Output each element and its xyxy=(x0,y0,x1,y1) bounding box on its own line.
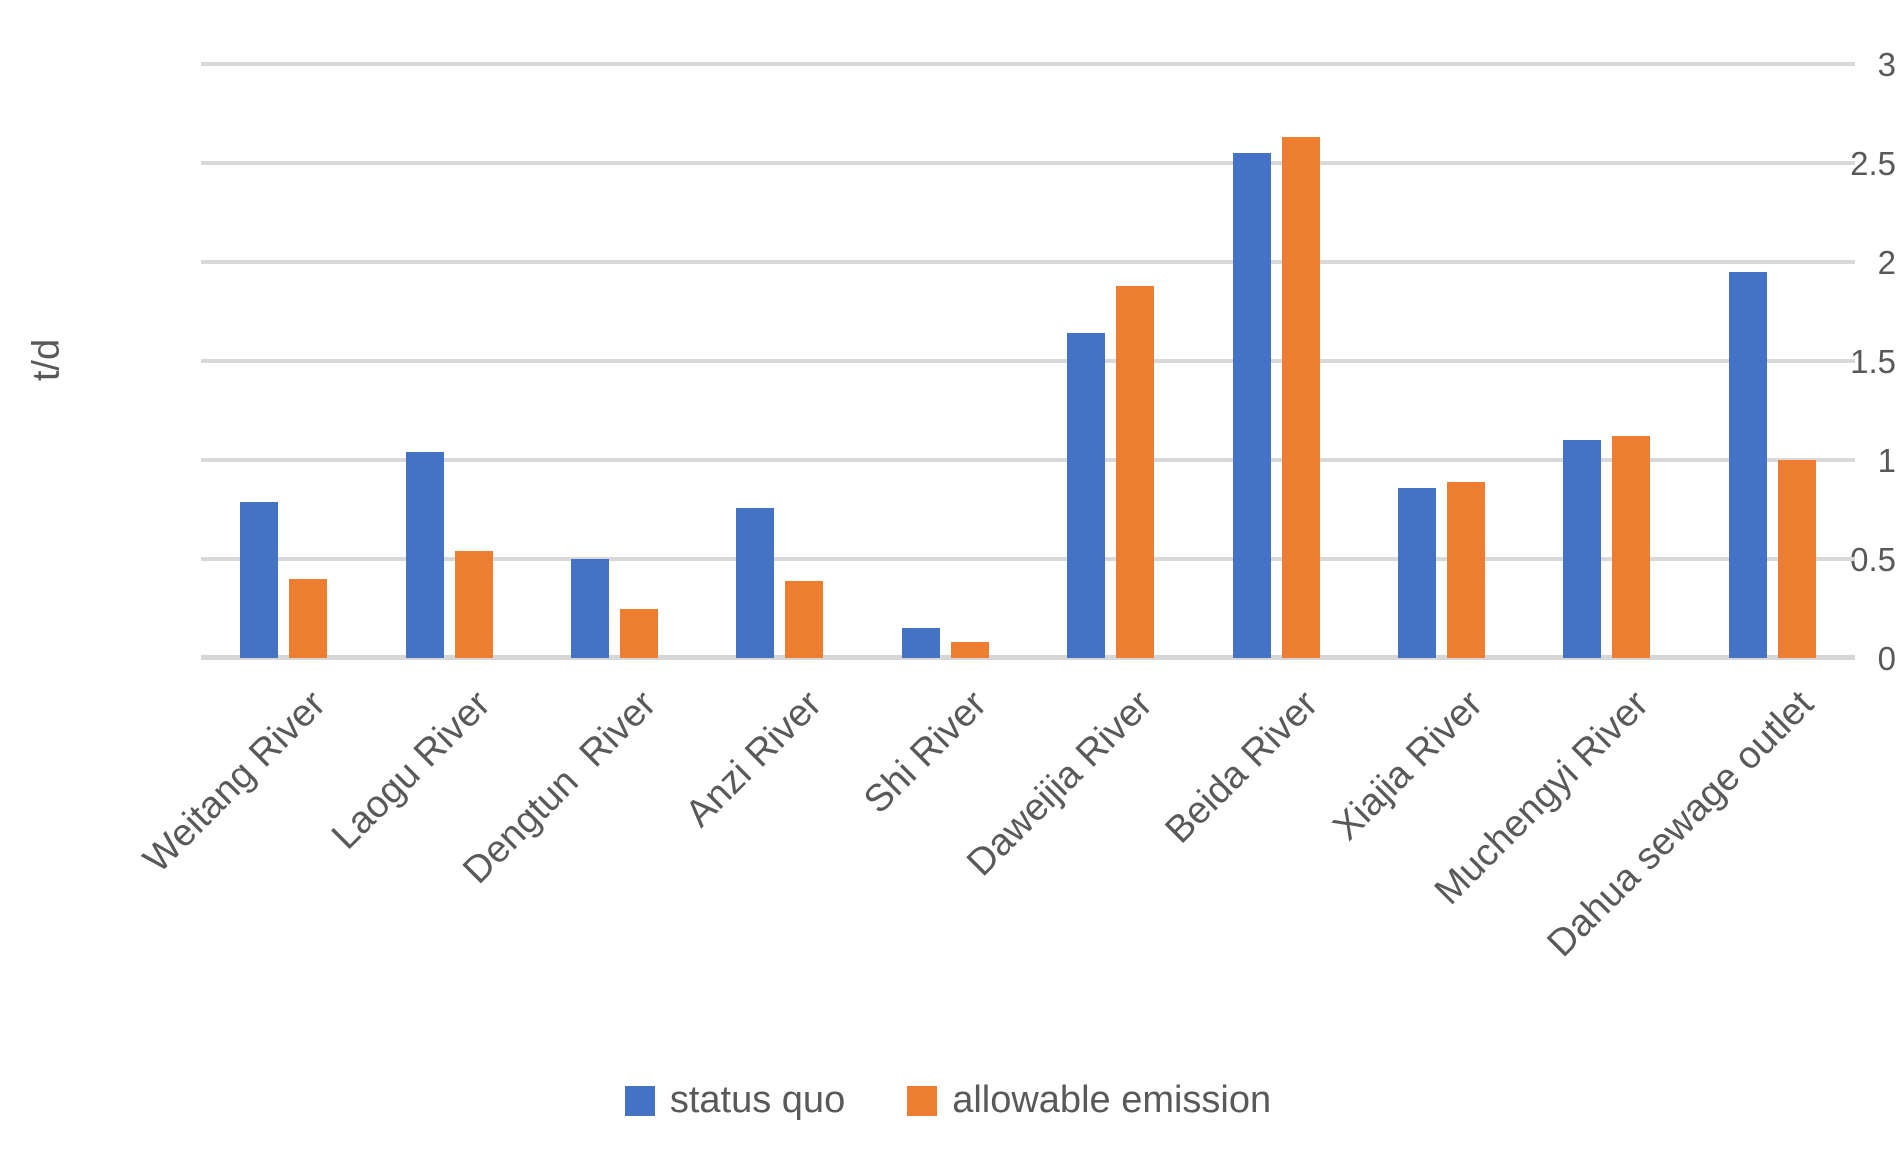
bar-allowable-emission xyxy=(1446,481,1485,658)
category-group xyxy=(1028,64,1193,658)
legend-item-allowable-emission: allowable emission xyxy=(907,1078,1271,1123)
category-group xyxy=(1524,64,1689,658)
gridline-y-0.5 xyxy=(201,557,1855,561)
bar-allowable-emission xyxy=(1116,285,1155,658)
bar-allowable-emission xyxy=(619,608,658,658)
y-tick-label: 3 xyxy=(1877,46,1896,83)
category-group xyxy=(863,64,1028,658)
y-tick-label: 2 xyxy=(1877,244,1896,281)
legend-item-status-quo: status quo xyxy=(624,1078,846,1123)
bar-status-quo xyxy=(901,628,940,658)
bar-allowable-emission xyxy=(1777,460,1816,658)
legend: status quo allowable emission xyxy=(0,1078,1896,1123)
x-category-label: Weitang River xyxy=(135,683,334,881)
bar-status-quo xyxy=(1563,440,1602,658)
gridline-y-1 xyxy=(201,458,1855,462)
y-tick-label: 0.5 xyxy=(1850,541,1896,578)
bar-allowable-emission xyxy=(1281,137,1320,658)
bar-allowable-emission xyxy=(785,580,824,658)
x-category-label: Laogu River xyxy=(324,683,499,858)
x-category-label: Beida River xyxy=(1157,683,1326,852)
gridline-y-2.5 xyxy=(201,161,1855,165)
y-tick-label: 1 xyxy=(1877,442,1896,479)
category-group xyxy=(1690,64,1855,658)
legend-swatch-allowable-emission xyxy=(907,1085,938,1116)
bar-allowable-emission xyxy=(950,642,989,658)
category-group xyxy=(1193,64,1358,658)
legend-label: status quo xyxy=(669,1079,846,1121)
y-tick-label: 0 xyxy=(1877,640,1896,677)
bar-status-quo xyxy=(570,559,609,658)
x-category-label: Xiajia River xyxy=(1325,683,1492,849)
x-category-label: Dahua sewage outlet xyxy=(1539,683,1823,966)
bar-status-quo xyxy=(736,507,775,658)
x-category-label: Shi River xyxy=(856,683,996,822)
bar-status-quo xyxy=(240,501,279,658)
bar-status-quo xyxy=(1232,153,1271,658)
category-group xyxy=(1359,64,1524,658)
gridline-y-0 xyxy=(201,655,1855,660)
bar-allowable-emission xyxy=(289,578,328,658)
bar-allowable-emission xyxy=(1612,436,1651,658)
x-category-label: Anzi River xyxy=(677,683,830,836)
bar-status-quo xyxy=(1728,271,1767,658)
bar-status-quo xyxy=(1067,333,1106,658)
gridline-y-3 xyxy=(201,62,1855,66)
gridline-y-2 xyxy=(201,260,1855,264)
category-group xyxy=(697,64,862,658)
bar-status-quo xyxy=(1397,487,1436,658)
legend-swatch-status-quo xyxy=(624,1085,655,1116)
bar-allowable-emission xyxy=(454,551,493,658)
y-tick-label: 2.5 xyxy=(1850,145,1896,182)
gridline-y-1.5 xyxy=(201,359,1855,363)
bar-status-quo xyxy=(405,452,444,658)
x-axis-category-labels: Weitang River Laogu River Dengtun River Anz… xyxy=(135,683,1855,1013)
legend-label: allowable emission xyxy=(952,1079,1272,1121)
category-group xyxy=(201,64,366,658)
plot-area xyxy=(201,62,1855,660)
y-tick-label: 1.5 xyxy=(1850,343,1896,380)
category-group xyxy=(532,64,697,658)
category-group xyxy=(366,64,531,658)
y-axis-title: t/d xyxy=(25,338,68,382)
